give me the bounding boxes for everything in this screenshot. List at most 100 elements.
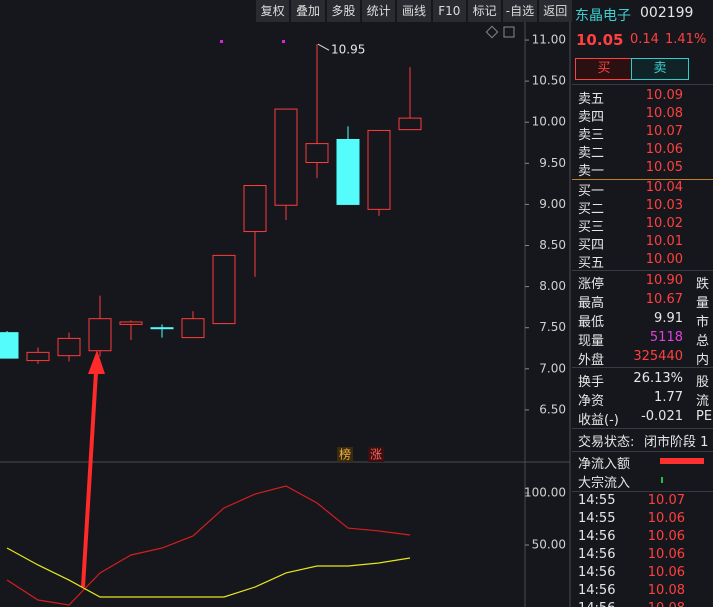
square-icon[interactable] [503, 26, 515, 38]
ask-label: 卖二 [578, 146, 605, 161]
candle-body [398, 117, 422, 131]
tick-time: 14:56 [578, 601, 615, 607]
toolbar-button[interactable]: 返回 [538, 0, 572, 22]
bid-value: 10.03 [645, 198, 683, 213]
candle-body [367, 129, 391, 210]
tick-price: 10.07 [647, 493, 685, 508]
ask-value: 10.06 [645, 142, 683, 157]
stat-value: 9.91 [654, 311, 683, 326]
tick-price: 10.06 [647, 529, 685, 544]
stat-label: 涨停 [578, 277, 605, 292]
toolbar-button[interactable]: 复权 [256, 0, 290, 22]
bid-value: 10.01 [645, 234, 683, 249]
y-tick-label: 6.50 [539, 402, 566, 416]
stat-value: 10.90 [645, 273, 683, 288]
indicator-line [6, 547, 411, 598]
buy-button[interactable]: 买 [575, 58, 633, 80]
diamond-icon[interactable] [485, 25, 499, 39]
price-change: 0.14 [630, 32, 659, 47]
y-tick-label: 10.50 [532, 74, 566, 88]
stat-label: 换手 [578, 375, 605, 390]
divider [572, 367, 713, 368]
high-annotation: 10.95 [331, 43, 365, 57]
stat-label-2: 流 [696, 394, 710, 409]
stat-label-2: 跌 [696, 277, 710, 292]
ask-label: 卖五 [578, 92, 605, 107]
y-tick-label: 8.50 [539, 238, 566, 252]
stat-label-2: PE [696, 409, 713, 424]
candle-body [57, 337, 81, 357]
stat-value: 10.67 [645, 292, 683, 307]
toolbar-button[interactable]: 统计 [361, 0, 396, 22]
ask-label: 卖一 [578, 164, 605, 179]
tick-time: 14:56 [578, 583, 616, 598]
arrow-head [88, 350, 105, 374]
stock-name: 东晶电子 [575, 8, 631, 24]
sell-button[interactable]: 卖 [631, 58, 689, 80]
divider [572, 491, 713, 492]
stat-label-2: 量 [696, 296, 710, 311]
y-tick-label: 7.50 [539, 320, 566, 334]
ask-value: 10.09 [645, 88, 683, 103]
flow-label: 大宗流入 [578, 476, 631, 491]
stat-value: 325440 [633, 349, 683, 364]
event-dot [282, 40, 285, 43]
bid-value: 10.00 [645, 252, 683, 267]
ask-value: 10.05 [645, 160, 683, 175]
bid-label: 买二 [578, 202, 605, 217]
toolbar-button[interactable]: F10 [432, 0, 466, 22]
tick-price: 10.06 [647, 511, 685, 526]
bid-label: 买四 [578, 238, 605, 253]
tick-price: 10.08 [648, 601, 685, 607]
divider [572, 451, 713, 452]
divider [572, 84, 713, 85]
ask-label: 卖四 [578, 110, 605, 125]
y-tick-label: 10.00 [532, 115, 566, 129]
arrow [81, 371, 98, 588]
stat-label-2: 市 [696, 315, 710, 330]
stat-label: 现量 [578, 334, 605, 349]
indicator-line [6, 485, 411, 606]
quote-panel: 东晶电子 002199 10.05 0.14 1.41% 买卖卖五 10.09 卖四 10.08… [572, 0, 713, 607]
toolbar-button[interactable]: 标记 [467, 0, 502, 22]
tick-price: 10.06 [647, 565, 685, 580]
net-flow-bar [660, 458, 704, 464]
bid-value: 10.02 [645, 216, 683, 231]
stat-label-2: 股 [696, 375, 710, 390]
bid-value: 10.04 [645, 180, 683, 195]
toolbar-button[interactable]: 多股 [326, 0, 360, 22]
toolbar: 复权 叠加 多股 统计 画线 F10 标记 -自选 返回 [256, 0, 572, 22]
stat-label: 收益(-) [578, 413, 619, 428]
toolbar-button[interactable]: -自选 [503, 0, 537, 22]
candle-body [88, 318, 112, 352]
stat-label-2: 内 [696, 353, 710, 368]
bid-label: 买五 [578, 256, 605, 271]
candle-body [336, 138, 360, 205]
status-label: 交易状态: [578, 435, 635, 450]
stat-label: 外盘 [578, 353, 605, 368]
stat-label: 最低 [578, 315, 605, 330]
candle-body [119, 321, 143, 325]
bid-label: 买一 [578, 184, 605, 199]
candle-body [150, 327, 174, 330]
ask-label: 卖三 [578, 128, 605, 143]
tick-time: 14:55 [578, 493, 616, 508]
candle-body [243, 185, 267, 233]
tick-time: 14:56 [578, 547, 616, 562]
stat-value: 1.77 [654, 390, 683, 405]
annotation-leader [317, 43, 330, 51]
toolbar-button[interactable]: 叠加 [291, 0, 325, 22]
event-dot [220, 40, 223, 43]
ask-value: 10.08 [645, 106, 683, 121]
last-price: 10.05 [576, 31, 624, 49]
bid-label: 买三 [578, 220, 605, 235]
toolbar-button[interactable]: 画线 [397, 0, 431, 22]
marker-bg [368, 447, 384, 462]
y-tick-label: 11.00 [532, 33, 566, 47]
marker-label: 榜 [339, 447, 351, 462]
marker-bg [337, 447, 353, 462]
candle-body [181, 318, 205, 339]
stat-value: 26.13% [633, 371, 683, 386]
tick-time: 14:56 [578, 529, 616, 544]
